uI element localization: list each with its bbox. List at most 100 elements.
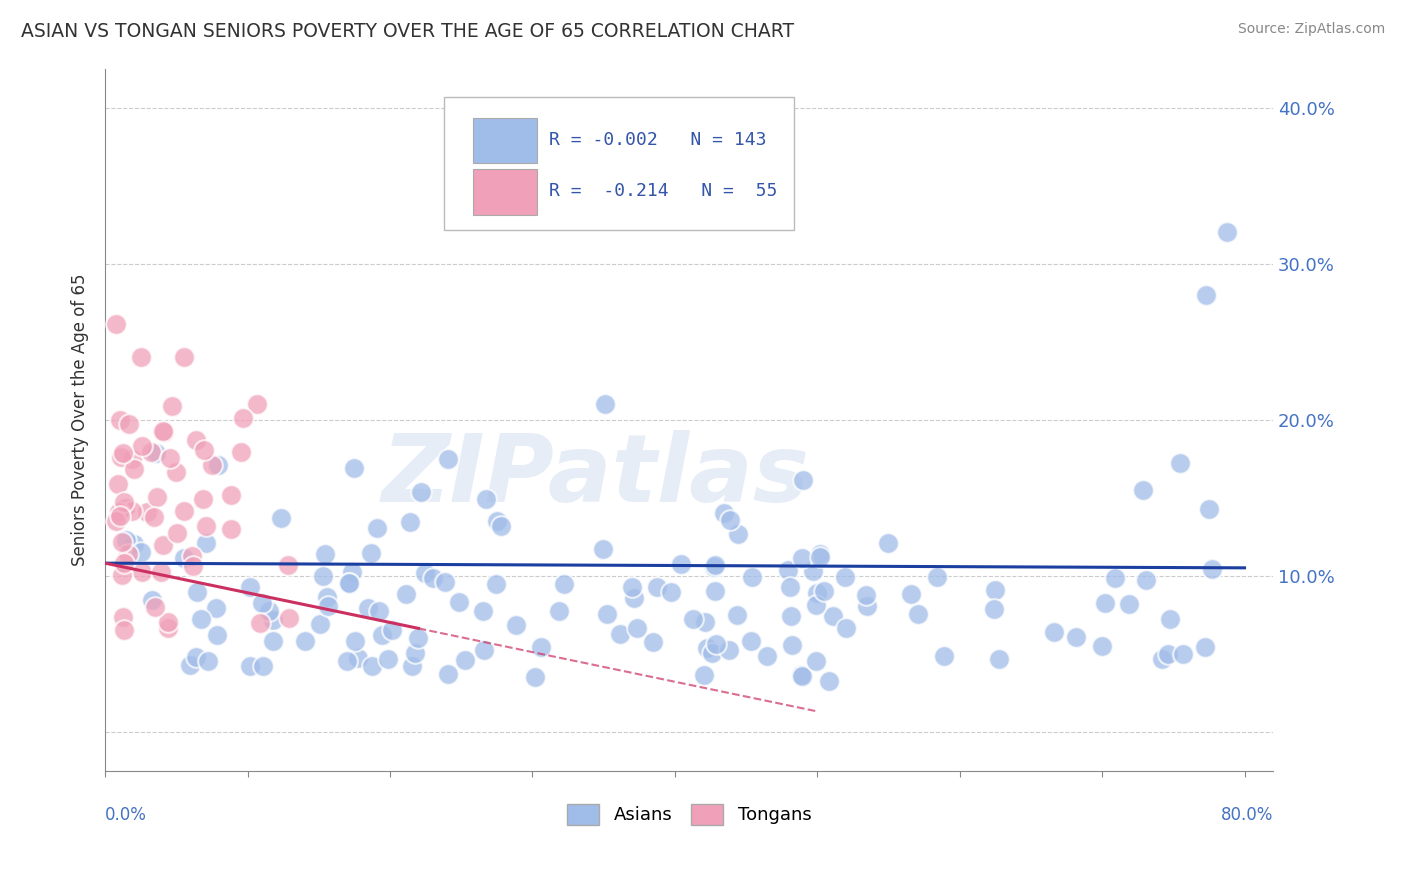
Point — [157, 615, 180, 629]
Point — [186, 649, 208, 664]
Point — [404, 646, 426, 660]
Text: ASIAN VS TONGAN SENIORS POVERTY OVER THE AGE OF 65 CORRELATION CHART: ASIAN VS TONGAN SENIORS POVERTY OVER THE… — [21, 22, 794, 41]
Point — [105, 514, 128, 528]
Point — [197, 654, 219, 668]
Point — [806, 586, 828, 600]
Point — [184, 433, 207, 447]
Point — [194, 519, 217, 533]
Point — [131, 544, 153, 558]
Point — [141, 592, 163, 607]
Point — [145, 446, 167, 460]
Point — [1118, 598, 1140, 612]
Point — [115, 533, 138, 547]
Point — [160, 399, 183, 413]
Point — [804, 654, 827, 668]
Point — [411, 485, 433, 500]
Point — [702, 646, 724, 660]
Point — [104, 317, 127, 331]
Point — [371, 628, 394, 642]
Point — [315, 590, 337, 604]
Point — [277, 558, 299, 572]
Point — [347, 651, 370, 665]
Point — [740, 634, 762, 648]
Point — [110, 412, 132, 426]
Point — [335, 654, 357, 668]
Point — [1215, 225, 1237, 239]
Point — [110, 450, 132, 464]
Point — [340, 565, 363, 579]
Point — [877, 536, 900, 550]
Point — [145, 600, 167, 615]
Point — [262, 613, 284, 627]
Point — [821, 609, 844, 624]
Point — [114, 500, 136, 515]
Text: R = -0.002   N = 143: R = -0.002 N = 143 — [548, 131, 766, 149]
Point — [626, 621, 648, 635]
Point — [486, 514, 509, 528]
Point — [856, 599, 879, 613]
Point — [309, 617, 332, 632]
Point — [166, 525, 188, 540]
Point — [219, 488, 242, 502]
Point — [395, 587, 418, 601]
Point — [900, 586, 922, 600]
Point — [553, 577, 575, 591]
Point — [818, 674, 841, 689]
Point — [205, 628, 228, 642]
Point — [756, 648, 779, 663]
Point — [112, 495, 135, 509]
Point — [475, 491, 498, 506]
Point — [524, 670, 547, 684]
Point — [703, 583, 725, 598]
Point — [314, 547, 336, 561]
Point — [925, 570, 948, 584]
Point — [779, 580, 801, 594]
Point — [337, 575, 360, 590]
Point — [804, 598, 827, 612]
Point — [270, 511, 292, 525]
Point — [111, 568, 134, 582]
Point — [278, 611, 301, 625]
Point — [984, 583, 1007, 598]
Point — [181, 549, 204, 564]
Point — [398, 515, 420, 529]
FancyBboxPatch shape — [444, 96, 794, 230]
Point — [179, 657, 201, 672]
Point — [713, 506, 735, 520]
Point — [219, 522, 242, 536]
Point — [835, 621, 858, 635]
Point — [343, 461, 366, 475]
Point — [413, 566, 436, 580]
Point — [381, 624, 404, 638]
Point — [693, 615, 716, 629]
Point — [239, 581, 262, 595]
Point — [112, 624, 135, 638]
Point — [693, 668, 716, 682]
Point — [239, 659, 262, 673]
Point — [669, 557, 692, 571]
Point — [620, 580, 643, 594]
Point — [360, 546, 382, 560]
Point — [344, 634, 367, 648]
Point — [193, 443, 215, 458]
Point — [1198, 501, 1220, 516]
Point — [725, 607, 748, 622]
Point — [149, 565, 172, 579]
Point — [181, 559, 204, 574]
Point — [131, 351, 153, 365]
Point — [157, 621, 180, 635]
Point — [1094, 596, 1116, 610]
Point — [907, 607, 929, 622]
Text: R =  -0.214   N =  55: R = -0.214 N = 55 — [548, 182, 778, 201]
Point — [339, 575, 361, 590]
Text: 80.0%: 80.0% — [1220, 805, 1272, 824]
Point — [146, 491, 169, 505]
Point — [112, 556, 135, 570]
Point — [1157, 647, 1180, 661]
Point — [165, 465, 187, 479]
Y-axis label: Seniors Poverty Over the Age of 65: Seniors Poverty Over the Age of 65 — [72, 273, 89, 566]
Point — [173, 551, 195, 566]
Point — [159, 450, 181, 465]
Point — [779, 608, 801, 623]
Point — [472, 604, 495, 618]
